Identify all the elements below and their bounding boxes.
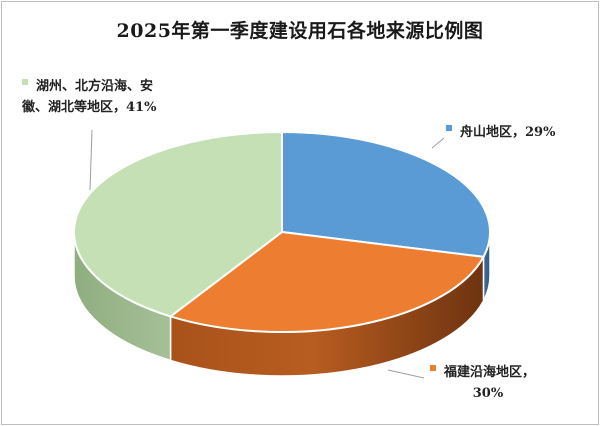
leader-line-green xyxy=(89,129,93,191)
label-blue: 舟山地区，29% xyxy=(460,125,556,140)
data-label-green-slice: 湖州、北方沿海、安 徽、湖北等地区，41% xyxy=(22,76,212,118)
pie-slice-2 xyxy=(73,130,283,318)
label-orange-line2: 30% xyxy=(472,386,504,401)
legend-key-green xyxy=(22,78,28,85)
pie-slice-0 xyxy=(281,130,491,258)
chart-title: 2025年第一季度建设用石各地来源比例图 xyxy=(116,20,484,42)
leader-line-orange xyxy=(387,369,425,379)
legend-key-blue xyxy=(446,124,452,131)
label-green-line2: 徽、湖北等地区，41% xyxy=(22,100,157,115)
pie-slice-1 xyxy=(168,230,486,333)
label-orange-line1: 福建沿海地区， xyxy=(444,365,536,380)
data-label-blue-slice: 舟山地区，29% xyxy=(446,122,596,143)
label-green-line1: 湖州、北方沿海、安 xyxy=(36,79,154,94)
legend-key-orange xyxy=(430,364,436,371)
leader-line-blue xyxy=(431,137,445,149)
data-label-orange-slice: 福建沿海地区， 30% xyxy=(430,362,590,404)
